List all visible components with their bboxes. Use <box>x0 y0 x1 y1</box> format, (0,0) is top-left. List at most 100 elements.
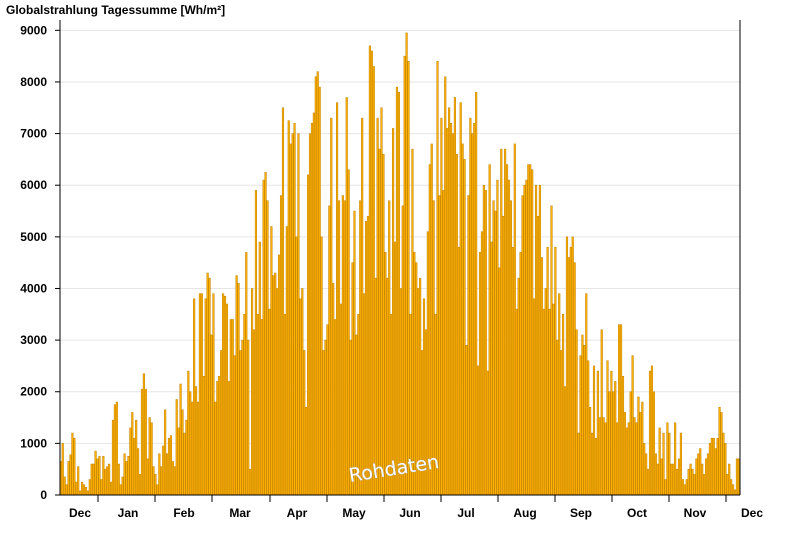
y-tick-label: 8000 <box>20 75 47 89</box>
bar <box>150 422 153 496</box>
bar <box>193 298 196 496</box>
bar <box>104 468 107 496</box>
bar <box>627 422 630 496</box>
bar <box>67 461 70 496</box>
bar <box>266 200 269 496</box>
bar <box>270 226 273 496</box>
bar <box>138 474 142 496</box>
bar <box>106 466 109 496</box>
y-tick-label: 5000 <box>20 230 47 244</box>
bar <box>378 148 381 496</box>
bar <box>668 432 671 496</box>
bar <box>525 179 528 496</box>
bar <box>635 422 638 496</box>
bar <box>521 195 524 496</box>
bar <box>291 133 294 496</box>
bar <box>594 437 597 496</box>
bar <box>457 246 460 496</box>
bar <box>359 200 362 496</box>
bar <box>227 381 230 496</box>
bar <box>621 376 625 496</box>
bar <box>189 391 192 496</box>
bar <box>71 432 74 496</box>
bar <box>643 443 646 496</box>
bar <box>206 272 209 496</box>
bar <box>726 474 729 496</box>
bar <box>92 463 95 496</box>
bar <box>706 453 710 496</box>
y-tick-label: 3000 <box>20 333 47 347</box>
bar <box>276 288 279 496</box>
x-tick-label: Jun <box>399 506 420 520</box>
bar <box>716 437 719 496</box>
bar <box>272 275 275 496</box>
bar <box>252 329 256 496</box>
bar <box>140 388 144 496</box>
bar <box>484 190 487 496</box>
bar <box>544 288 547 496</box>
bar <box>560 350 563 496</box>
bar <box>241 339 244 496</box>
bar <box>710 437 713 496</box>
bar <box>703 474 706 496</box>
bar <box>712 437 715 496</box>
bar <box>548 308 551 496</box>
bar <box>289 143 292 496</box>
bar <box>602 417 605 496</box>
bar <box>223 295 227 496</box>
bar <box>662 432 665 496</box>
bar <box>144 388 147 496</box>
bar <box>569 246 572 496</box>
bar <box>212 293 215 496</box>
bar <box>519 252 522 496</box>
bar <box>382 153 385 496</box>
chart-title: Globalstrahlung Tagessumme [Wh/m²] <box>6 3 225 17</box>
bar <box>133 437 136 496</box>
bar <box>533 298 536 496</box>
bar <box>347 169 350 496</box>
bar <box>699 448 702 496</box>
bar <box>146 458 149 496</box>
bar <box>492 200 495 496</box>
bar <box>411 148 414 496</box>
bar <box>247 339 250 496</box>
bar <box>496 179 499 496</box>
bar <box>469 117 472 496</box>
bar <box>376 117 379 496</box>
bar <box>494 210 497 496</box>
bar <box>239 350 242 496</box>
bar <box>305 406 308 496</box>
bar <box>366 215 370 496</box>
bar <box>677 458 681 496</box>
bar <box>507 179 511 496</box>
bar <box>681 479 684 496</box>
bar <box>612 391 615 496</box>
bar <box>214 401 217 496</box>
bar <box>187 370 190 496</box>
y-tick-label: 9000 <box>20 23 47 37</box>
gridlines <box>60 29 740 444</box>
bar <box>515 308 518 496</box>
bar <box>233 355 236 496</box>
bar <box>392 128 395 496</box>
bar <box>90 463 93 496</box>
bar <box>463 159 466 496</box>
bar <box>579 355 582 496</box>
y-tick-label: 6000 <box>20 178 47 192</box>
bar <box>380 107 383 496</box>
bar <box>645 453 648 496</box>
bar <box>202 376 205 496</box>
bar <box>345 97 348 496</box>
bar <box>534 184 538 496</box>
bar <box>685 479 688 496</box>
bar <box>589 406 592 496</box>
bar <box>650 365 654 496</box>
bar <box>531 169 534 496</box>
bar <box>666 422 669 496</box>
bar <box>542 308 545 496</box>
bar <box>581 334 584 496</box>
bars <box>59 32 740 496</box>
bar <box>303 350 306 496</box>
bar <box>307 174 310 496</box>
bar <box>316 71 319 496</box>
